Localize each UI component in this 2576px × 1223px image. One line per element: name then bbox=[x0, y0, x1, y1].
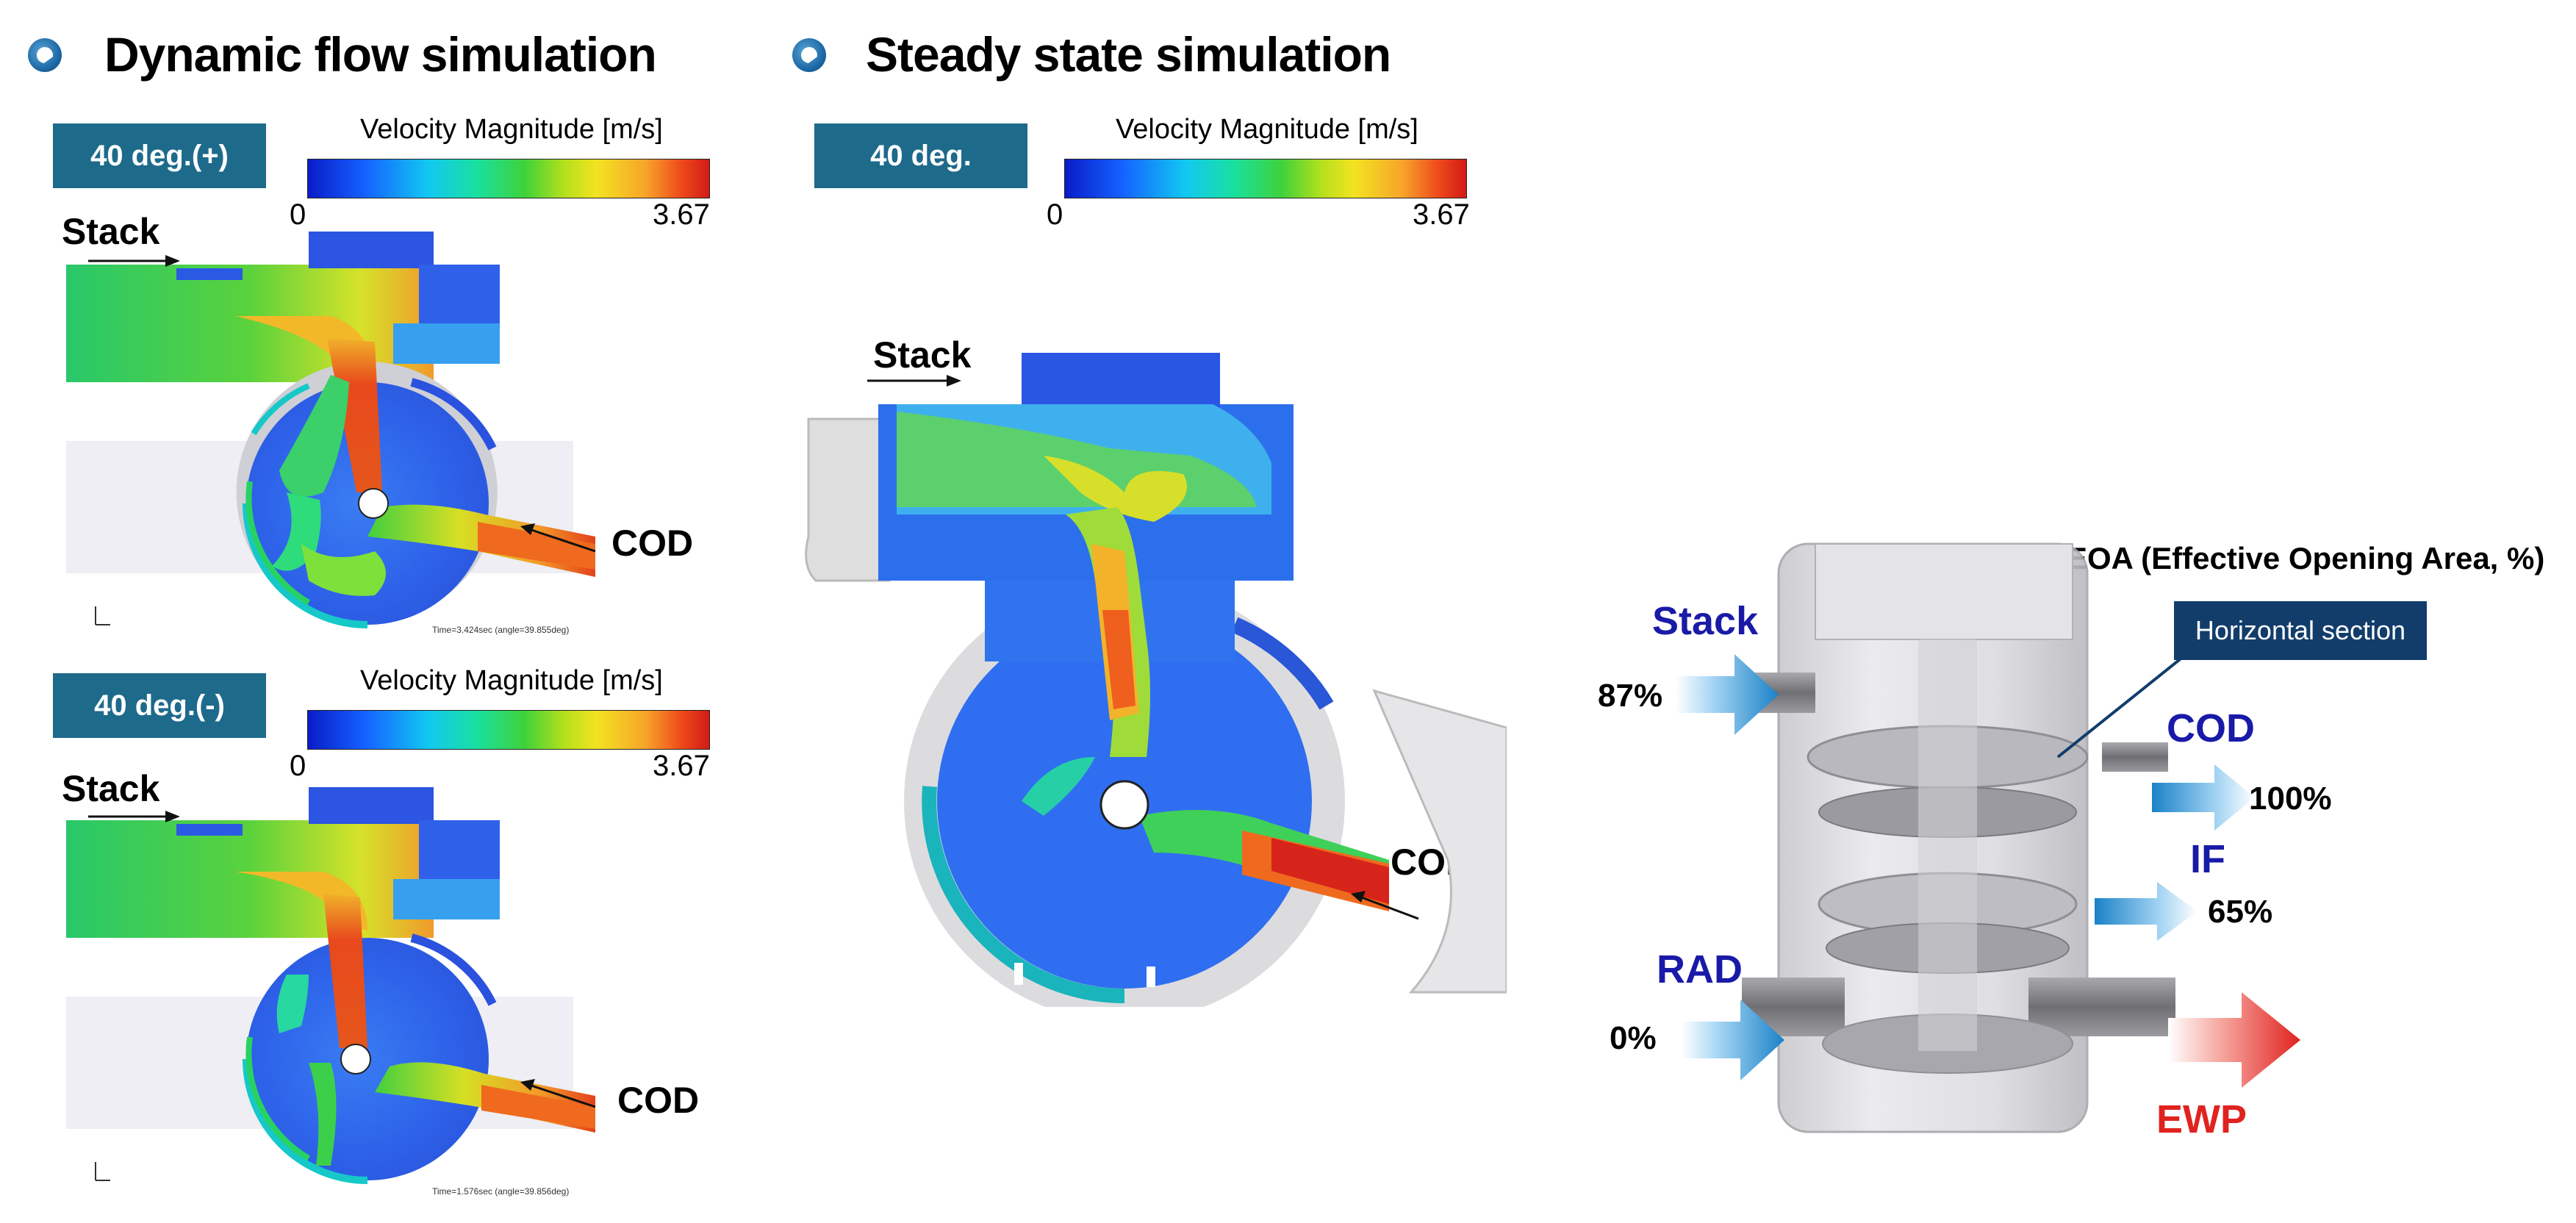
scale-max-label: 3.67 bbox=[653, 750, 710, 782]
inlet-label: Stack bbox=[62, 768, 160, 809]
port-label-if: IF bbox=[2190, 837, 2225, 881]
steady-section-title: Steady state simulation bbox=[866, 27, 1391, 82]
port-eoa-if: 65% bbox=[2208, 894, 2273, 930]
outlet-arrow-icon bbox=[2168, 992, 2300, 1088]
outlet-label: COD bbox=[617, 1080, 700, 1121]
port-eoa-rad: 0% bbox=[1610, 1020, 1657, 1056]
callout-leader-line bbox=[2056, 650, 2192, 758]
port-label-ewp: EWP bbox=[2156, 1097, 2247, 1141]
angle-badge: 40 deg.(-) bbox=[53, 673, 266, 738]
eoa-title: EOA (Effective Opening Area, %) bbox=[2067, 541, 2545, 575]
angle-badge: 40 deg.(+) bbox=[53, 123, 266, 188]
port-eoa-stack: 87% bbox=[1598, 678, 1663, 714]
inlet-arrow-icon bbox=[2152, 764, 2255, 831]
section-bullet-icon bbox=[28, 38, 62, 72]
velocity-color-scale bbox=[307, 159, 710, 198]
inlet-arrow-icon bbox=[1682, 1000, 1784, 1080]
dynamic-plus-velocity-field bbox=[66, 232, 596, 639]
section-bullet-icon bbox=[792, 38, 826, 72]
inlet-label: Stack bbox=[62, 211, 160, 252]
velocity-scale-title: Velocity Magnitude [m/s] bbox=[1116, 114, 1418, 145]
simulation-time: Time=1.576sec (angle=39.856deg) bbox=[432, 1186, 570, 1197]
port-eoa-cod: 100% bbox=[2249, 781, 2332, 817]
scale-min-label: 0 bbox=[1047, 198, 1063, 231]
simulation-time: Time=3.424sec (angle=39.855deg) bbox=[432, 625, 570, 635]
inlet-arrow-icon bbox=[2095, 882, 2198, 941]
velocity-scale-title: Velocity Magnitude [m/s] bbox=[360, 114, 663, 145]
port-label-rad: RAD bbox=[1657, 947, 1743, 991]
port-label-cod: COD bbox=[2167, 706, 2255, 750]
scale-min-label: 0 bbox=[290, 198, 306, 231]
scale-max-label: 3.67 bbox=[653, 198, 710, 231]
velocity-color-scale bbox=[307, 710, 710, 750]
angle-badge: 40 deg. bbox=[814, 123, 1027, 188]
inlet-arrow-icon bbox=[1676, 654, 1779, 735]
inlet-label: Stack bbox=[873, 334, 972, 376]
valve-cross-section bbox=[1742, 542, 2175, 1133]
horizontal-section-callout: Horizontal section bbox=[2174, 601, 2427, 660]
dynamic-section-title: Dynamic flow simulation bbox=[104, 27, 657, 82]
dynamic-minus-velocity-field bbox=[66, 787, 596, 1195]
velocity-scale-title: Velocity Magnitude [m/s] bbox=[360, 665, 663, 696]
scale-max-label: 3.67 bbox=[1413, 198, 1470, 231]
velocity-color-scale bbox=[1064, 159, 1467, 198]
scale-min-label: 0 bbox=[290, 750, 306, 782]
outlet-label: COD bbox=[611, 523, 694, 564]
steady-velocity-field bbox=[805, 353, 1507, 1007]
port-label-stack: Stack bbox=[1652, 599, 1759, 643]
